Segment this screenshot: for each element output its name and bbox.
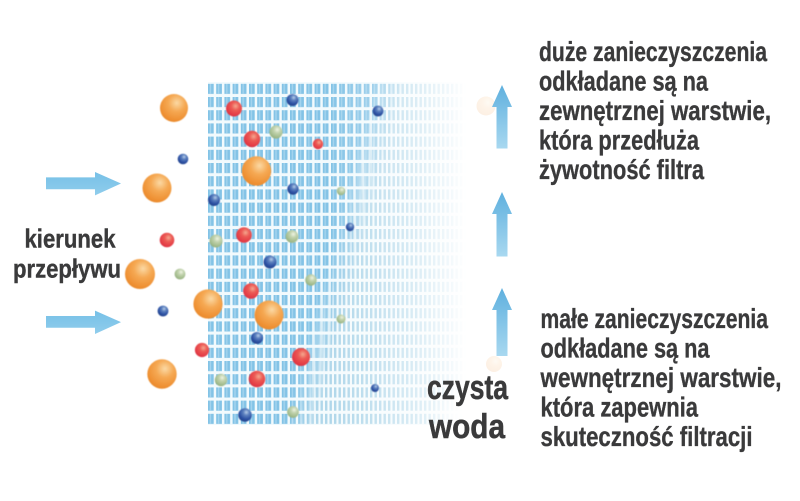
svg-text:skuteczność filtracji: skuteczność filtracji bbox=[541, 421, 753, 452]
svg-text:przepływu: przepływu bbox=[13, 254, 121, 284]
svg-text:wewnętrznej warstwie,: wewnętrznej warstwie, bbox=[540, 362, 782, 393]
svg-text:kierunek: kierunek bbox=[25, 224, 116, 254]
svg-text:duże zanieczyszczenia: duże zanieczyszczenia bbox=[539, 36, 767, 67]
svg-text:zewnętrznej warstwie,: zewnętrznej warstwie, bbox=[539, 95, 771, 126]
svg-text:która zapewnia: która zapewnia bbox=[541, 392, 699, 423]
svg-text:woda: woda bbox=[428, 408, 506, 446]
svg-text:odkładane są na: odkładane są na bbox=[539, 66, 708, 97]
svg-text:żywotność filtra: żywotność filtra bbox=[539, 154, 704, 185]
svg-text:czysta: czysta bbox=[427, 369, 509, 407]
svg-text:odkładane są na: odkładane są na bbox=[541, 333, 710, 364]
svg-text:małe zanieczyszczenia: małe zanieczyszczenia bbox=[541, 303, 769, 334]
svg-text:która przedłuża: która przedłuża bbox=[539, 125, 699, 156]
